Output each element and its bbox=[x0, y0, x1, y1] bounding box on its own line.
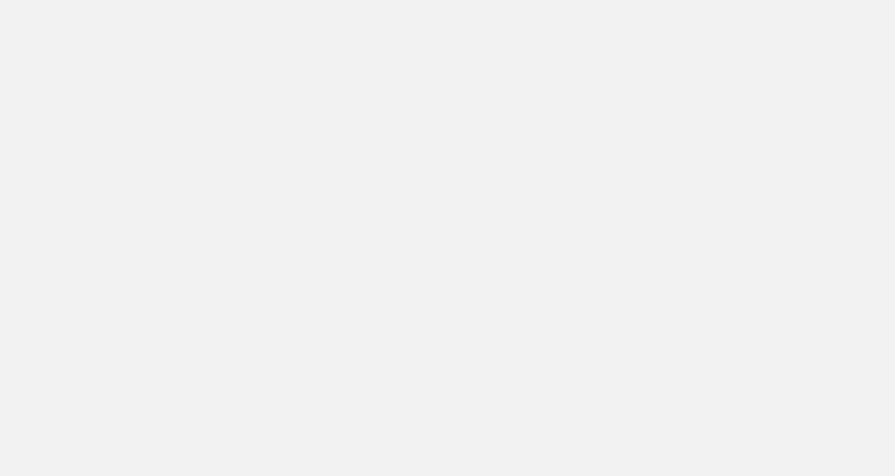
policy-board bbox=[0, 0, 895, 476]
